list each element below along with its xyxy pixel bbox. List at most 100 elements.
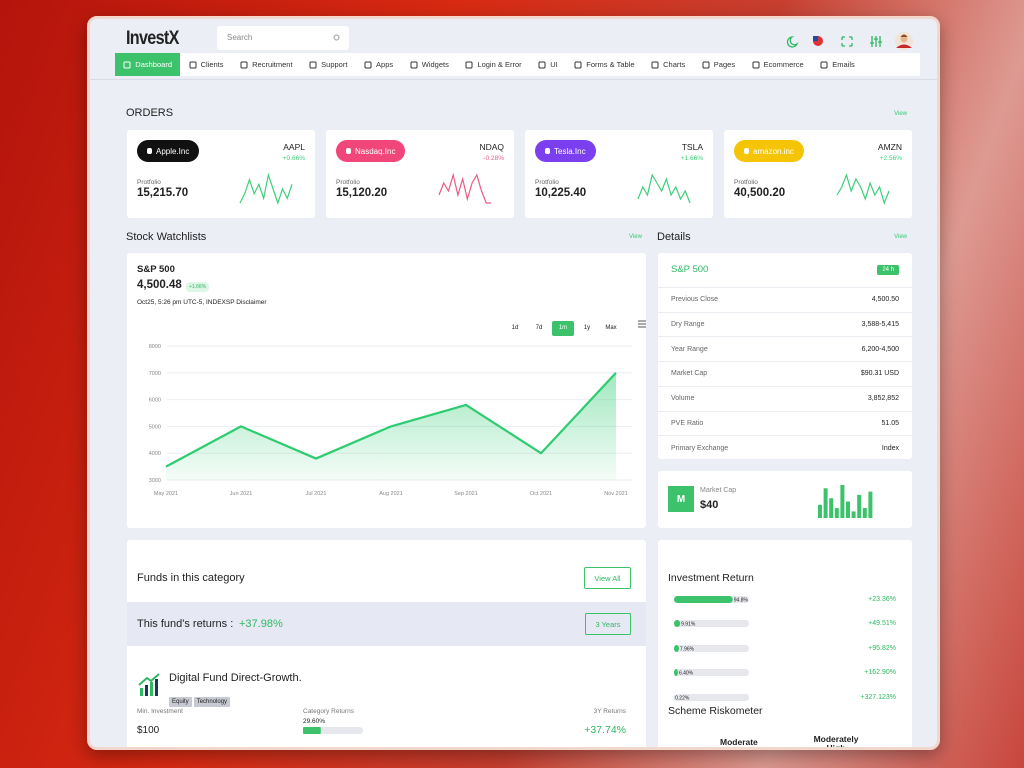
- period-button[interactable]: 1d: [511, 325, 519, 331]
- company-icon: [545, 148, 550, 154]
- company-badge[interactable]: Tesla.Inc: [535, 140, 596, 162]
- risk-level: Moderate: [720, 737, 758, 747]
- details-badge[interactable]: 24 h: [877, 265, 899, 275]
- ticker: NDAQ: [479, 142, 504, 152]
- nav-label: Apps: [376, 60, 394, 69]
- watchlist-title: Stock Watchlists: [126, 231, 207, 243]
- menu-icon[interactable]: [638, 320, 647, 328]
- details-title: Details: [657, 231, 691, 243]
- detail-value: 6,200-4,500: [861, 345, 899, 353]
- cat-label: Category Returns: [303, 708, 354, 715]
- company-badge[interactable]: Nasdaq.Inc: [336, 140, 406, 162]
- nav-icon-shape: [364, 61, 372, 68]
- orders-link[interactable]: View: [894, 111, 907, 117]
- search-box[interactable]: Search: [217, 26, 349, 50]
- detail-row: PVE Ratio 51.05: [658, 410, 912, 436]
- x-tick-label: Jun 2021: [230, 491, 253, 497]
- nav-item[interactable]: Login & Error: [457, 53, 530, 76]
- nav-item[interactable]: Apps: [356, 53, 402, 76]
- logo[interactable]: InvestX: [126, 28, 179, 49]
- nav-item[interactable]: Support: [301, 53, 356, 76]
- y-tick-label: 5000: [149, 424, 161, 430]
- nav-label: Forms & Table: [586, 60, 635, 69]
- x-tick-label: May 2021: [154, 491, 178, 497]
- fullscreen-icon[interactable]: [841, 36, 853, 47]
- settings-icon[interactable]: [870, 36, 882, 47]
- line-chart: 3000 4000 5000 6000 7000 8000 May 2021 Jun 2021…: [149, 344, 632, 497]
- nav-label: Charts: [663, 60, 686, 69]
- search-icon: [333, 34, 340, 41]
- risk-level: Moderately High: [813, 734, 859, 750]
- detail-key: Primary Exchange: [671, 444, 729, 452]
- fund-tags: Equity Technology: [169, 690, 232, 708]
- period-button[interactable]: 1y: [583, 325, 591, 331]
- nav-icon: [410, 61, 418, 68]
- portfolio-label: Protfolio: [535, 179, 559, 186]
- investment-title: Investment Return: [668, 572, 754, 584]
- language-flag[interactable]: [813, 36, 823, 46]
- company-icon: [147, 148, 152, 154]
- y-tick-label: 3000: [149, 478, 161, 484]
- nav-icon-shape: [410, 61, 418, 68]
- period-button[interactable]: 3 Years: [585, 613, 631, 635]
- period-button[interactable]: 1m: [552, 321, 574, 336]
- funds-title: Funds in this category: [137, 572, 245, 584]
- company-icon: [346, 148, 351, 154]
- nav-icon-shape: [752, 61, 760, 68]
- watchlist-link[interactable]: View: [629, 234, 642, 240]
- nav-item[interactable]: Pages: [694, 53, 744, 76]
- return-value: +49.51%: [868, 620, 896, 628]
- nav-label: Support: [321, 60, 348, 69]
- portfolio-value: 10,225.40: [535, 187, 587, 199]
- view-all-button[interactable]: View All: [584, 567, 631, 589]
- company-badge[interactable]: amazon.inc: [734, 140, 804, 162]
- nav-label: Login & Error: [477, 60, 522, 69]
- nav-icon: [702, 61, 710, 68]
- x-tick-label: Nov 2021: [604, 491, 628, 497]
- header-icons: [786, 32, 913, 50]
- progress-label: 94.8%: [734, 598, 749, 604]
- nav-item[interactable]: Charts: [643, 53, 694, 76]
- detail-value: Index: [881, 444, 899, 452]
- progress-fill: [674, 620, 681, 628]
- detail-key: Volume: [671, 395, 695, 403]
- theme-toggle[interactable]: [786, 36, 799, 48]
- nav-item[interactable]: UI: [530, 53, 566, 76]
- avatar[interactable]: [895, 32, 913, 50]
- nav-item[interactable]: Recruitment: [232, 53, 301, 76]
- sparkline-line: [438, 172, 491, 204]
- index-price: 4,500.48: [137, 279, 182, 291]
- change: +2.56%: [879, 155, 902, 162]
- period-button[interactable]: Max: [605, 325, 617, 331]
- nav-icon: [752, 61, 760, 68]
- change: -0.28%: [483, 155, 504, 162]
- nav-icon: [240, 61, 248, 68]
- detail-row: Dry Range 3,588-5,415: [658, 311, 912, 337]
- detail-key: PVE Ratio: [671, 419, 704, 427]
- nav-item[interactable]: Dashboard: [115, 53, 181, 76]
- nav-item[interactable]: Widgets: [401, 53, 457, 76]
- bar: [846, 501, 850, 518]
- period-button[interactable]: 7d: [535, 325, 543, 331]
- detail-row: Volume 3,852,852: [658, 385, 912, 411]
- y3-label: 3Y Returns: [593, 708, 626, 715]
- detail-key: Dry Range: [671, 321, 705, 329]
- nav-item[interactable]: Clients: [180, 53, 232, 76]
- funds-card: Funds in this category View All This fun…: [127, 540, 646, 747]
- fund-icon: [138, 673, 160, 696]
- market-cap-card: M Market Cap $40: [658, 471, 912, 528]
- progress-fill: [674, 644, 679, 652]
- bar: [857, 494, 862, 518]
- cat-progress: [303, 727, 363, 734]
- company-badge[interactable]: Apple.Inc: [137, 140, 200, 162]
- details-link[interactable]: View: [894, 234, 907, 240]
- nav-item[interactable]: Emails: [812, 53, 863, 76]
- progress-track: [674, 644, 749, 652]
- y-tick-label: 8000: [149, 344, 161, 350]
- fund-name: Digital Fund Direct-Growth.: [169, 672, 302, 684]
- nav-item[interactable]: Ecommerce: [743, 53, 812, 76]
- x-tick-label: Aug 2021: [379, 491, 403, 497]
- riskometer-title: Scheme Riskometer: [668, 705, 763, 717]
- portfolio-label: Protfolio: [137, 179, 161, 186]
- nav-item[interactable]: Forms & Table: [566, 53, 643, 76]
